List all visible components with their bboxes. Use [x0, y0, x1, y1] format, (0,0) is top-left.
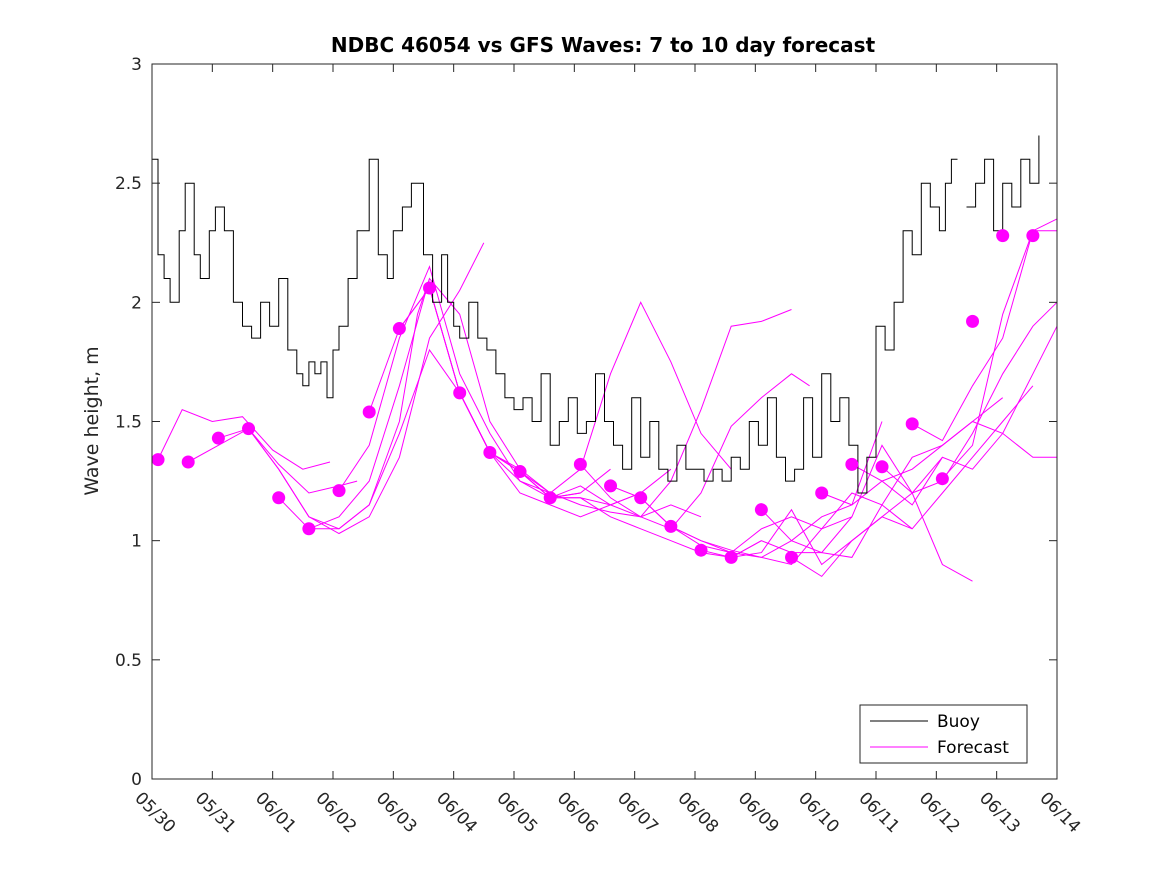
- buoy-line: [152, 158, 958, 494]
- forecast-point-3: [242, 422, 256, 436]
- y-axis-label: Wave height, m: [81, 346, 103, 495]
- x-tick-label-6: 06/05: [492, 788, 541, 837]
- forecast-point-4: [272, 491, 286, 505]
- y-tick-label-0: 0: [131, 770, 142, 790]
- x-tick-label-1: 05/31: [191, 788, 240, 837]
- forecast-point-6: [332, 484, 346, 498]
- forecast-trace-12: [519, 471, 762, 558]
- forecast-point-10: [453, 386, 467, 400]
- legend: Buoy Forecast: [859, 704, 1028, 764]
- forecast-point-15: [604, 479, 618, 493]
- x-tick-label-15: 06/14: [1035, 788, 1084, 837]
- x-tick-label-2: 06/01: [251, 788, 300, 837]
- forecast-point-16: [634, 491, 648, 505]
- forecast-point-14: [573, 457, 587, 471]
- legend-buoy-label: Buoy: [937, 712, 980, 732]
- forecast-trace-25: [911, 218, 1058, 442]
- forecast-trace-0: [157, 408, 331, 470]
- forecast-point-7: [362, 405, 376, 419]
- plot-layer: [151, 135, 1058, 582]
- forecast-trace-5: [308, 277, 551, 530]
- x-tick-label-3: 06/02: [311, 788, 360, 837]
- forecast-point-2: [211, 431, 225, 445]
- x-tick-label-9: 06/08: [673, 788, 722, 837]
- forecast-point-11: [483, 445, 497, 459]
- forecast-point-8: [392, 322, 406, 336]
- forecast-point-20: [754, 503, 768, 517]
- forecast-point-12: [513, 465, 527, 479]
- y-tick-label-3: 1.5: [115, 413, 142, 433]
- forecast-trace-3: [248, 242, 485, 535]
- forecast-point-9: [423, 281, 437, 295]
- forecast-point-24: [875, 460, 889, 474]
- forecast-trace-13: [550, 309, 792, 518]
- forecast-point-1: [181, 455, 195, 469]
- x-tick-label-12: 06/11: [854, 788, 903, 837]
- forecast-trace-21: [791, 385, 1034, 578]
- forecast-point-22: [815, 486, 829, 500]
- forecast-point-27: [966, 314, 980, 328]
- forecast-point-13: [543, 491, 557, 505]
- legend-forecast-label: Forecast: [937, 738, 1009, 758]
- forecast-point-26: [935, 472, 949, 486]
- y-tick-label-5: 2.5: [115, 174, 142, 194]
- x-tick-label-14: 06/13: [975, 788, 1024, 837]
- forecast-point-21: [785, 550, 799, 564]
- x-tick-label-11: 06/10: [794, 788, 843, 837]
- forecast-trace-24: [881, 301, 1058, 494]
- forecast-point-29: [1026, 229, 1040, 243]
- x-tick-label-5: 06/04: [432, 788, 481, 837]
- forecast-point-28: [996, 229, 1010, 243]
- x-tick-label-10: 06/09: [734, 788, 783, 837]
- forecast-point-5: [302, 522, 316, 536]
- forecast-trace-18: [700, 456, 943, 566]
- x-tick-label-4: 06/03: [372, 788, 421, 837]
- forecast-trace-11: [489, 301, 732, 494]
- y-tick-label-2: 1: [131, 532, 142, 552]
- y-tick-label-4: 2: [131, 293, 142, 313]
- forecast-trace-17: [670, 492, 913, 566]
- forecast-trace-19: [730, 444, 973, 582]
- forecast-trace-2: [218, 278, 430, 530]
- forecast-trace-22: [821, 420, 1057, 506]
- forecast-trace-10: [459, 392, 702, 518]
- forecast-trace-23: [851, 325, 1058, 506]
- legend-box: [859, 704, 1028, 764]
- chart-title: NDBC 46054 vs GFS Waves: 7 to 10 day for…: [331, 33, 876, 57]
- x-tick-label-13: 06/12: [915, 788, 964, 837]
- y-tick-label-1: 0.5: [115, 651, 142, 671]
- forecast-trace-16: [640, 421, 883, 558]
- forecast-point-23: [845, 457, 859, 471]
- forecast-trace-26: [942, 230, 1057, 480]
- buoy-line-tail: [966, 135, 1040, 232]
- y-tick-label-6: 3: [131, 55, 142, 75]
- x-tick-label-7: 06/06: [553, 788, 602, 837]
- x-tick-label-0: 05/30: [130, 788, 179, 837]
- forecast-trace-6: [338, 265, 581, 499]
- forecast-trace-14: [580, 373, 810, 530]
- forecast-point-25: [905, 417, 919, 431]
- x-tick-label-8: 06/07: [613, 788, 662, 837]
- forecast-point-18: [694, 543, 708, 557]
- forecast-point-17: [664, 519, 678, 533]
- forecast-point-19: [724, 550, 738, 564]
- forecast-point-0: [151, 453, 165, 467]
